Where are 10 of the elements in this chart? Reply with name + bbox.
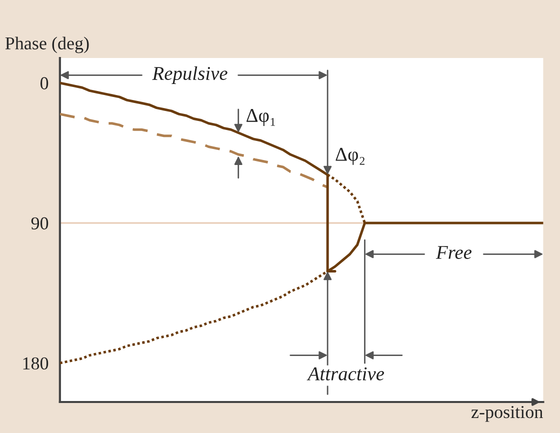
annotation: Δφ₂ xyxy=(336,148,364,165)
annotation: Repulsive xyxy=(152,66,228,84)
x-axis-title: z-position xyxy=(471,406,543,422)
y-tick-label: 0 xyxy=(40,77,48,90)
annotation: Free xyxy=(436,246,472,259)
y-tick-label: 90 xyxy=(31,217,48,230)
annotation: Attractive xyxy=(306,367,384,380)
annotation: Δφ₁ xyxy=(246,109,275,126)
y-tick-label: 180 xyxy=(23,357,48,370)
y-axis-title: Phase (deg) xyxy=(5,36,89,54)
